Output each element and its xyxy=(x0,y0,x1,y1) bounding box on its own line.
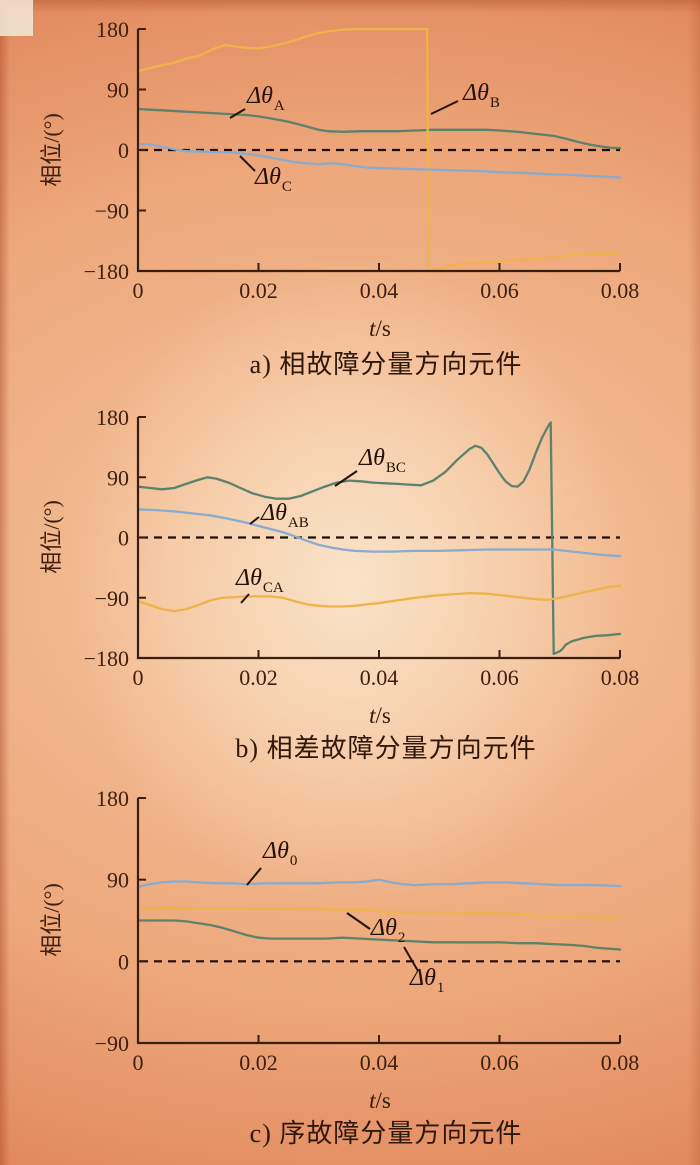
x-tick-label-a: 0.08 xyxy=(601,278,640,303)
y-tick-label-b: 180 xyxy=(96,405,129,430)
caption-b: b) 相差故障分量方向元件 xyxy=(235,734,537,763)
caption-c: c) 序故障分量方向元件 xyxy=(249,1119,523,1148)
x-tick-label-a: 0.02 xyxy=(239,278,278,303)
series-delta-theta-CA xyxy=(136,584,622,613)
x-tick-label-c: 0.08 xyxy=(601,1050,640,1075)
curve-label-delta-theta-C: ΔθC xyxy=(255,164,292,195)
curve-label-delta-theta-B: ΔθB xyxy=(463,80,500,111)
pointer-line-delta-theta-B xyxy=(430,100,459,115)
y-axis-label-a: 相位/(°) xyxy=(39,113,64,187)
caption-a: a) 相故障分量方向元件 xyxy=(249,350,523,379)
x-tick-label-a: 0 xyxy=(133,278,144,303)
y-tick-label-a: −90 xyxy=(95,199,129,224)
pointer-line-delta-theta-CA xyxy=(240,593,250,604)
series-delta-theta-0 xyxy=(136,878,622,889)
x-axis-label-c: t/s xyxy=(369,1088,391,1114)
y-tick-label-c: 0 xyxy=(118,949,129,974)
y-tick-label-a: 0 xyxy=(118,138,129,163)
series-delta-theta-C xyxy=(136,142,622,179)
pointer-line-delta-theta-C xyxy=(239,155,256,172)
curve-label-delta-theta-A: ΔθA xyxy=(247,83,285,114)
x-axis-variable: t xyxy=(369,316,376,341)
x-tick-label-c: 0.04 xyxy=(360,1050,399,1075)
series-delta-theta-BC xyxy=(136,421,622,656)
series-delta-theta-AB xyxy=(136,508,622,558)
x-axis-label-a: t/s xyxy=(369,316,391,342)
curve-label-delta-theta-CA: ΔθCA xyxy=(236,565,284,596)
curve-label-delta-theta-0: Δθ0 xyxy=(263,838,298,869)
x-axis-unit: /s xyxy=(375,316,391,341)
pointer-line-delta-theta-AB xyxy=(249,516,260,525)
x-tick-label-b: 0.02 xyxy=(239,665,278,690)
x-tick-label-c: 0 xyxy=(133,1050,144,1075)
x-axis-unit: /s xyxy=(375,703,391,728)
x-tick-label-c: 0.02 xyxy=(239,1050,278,1075)
x-tick-label-b: 0 xyxy=(133,665,144,690)
x-tick-label-a: 0.06 xyxy=(480,278,519,303)
series-delta-theta-A xyxy=(136,107,622,150)
x-tick-label-b: 0.06 xyxy=(480,665,519,690)
x-tick-label-b: 0.08 xyxy=(601,665,640,690)
y-tick-label-b: 0 xyxy=(118,526,129,551)
pointer-line-delta-theta-1 xyxy=(403,946,419,972)
x-axis-label-b: t/s xyxy=(369,703,391,729)
y-tick-label-c: 90 xyxy=(107,868,129,893)
curve-label-delta-theta-1: Δθ1 xyxy=(410,965,445,996)
y-tick-label-b: −90 xyxy=(95,586,129,611)
pointer-line-delta-theta-0 xyxy=(246,867,262,886)
series-delta-theta-1 xyxy=(136,919,622,951)
series-delta-theta-2 xyxy=(136,906,622,919)
x-axis-unit: /s xyxy=(375,1088,391,1113)
pointer-line-delta-theta-BC xyxy=(334,470,358,487)
curve-label-delta-theta-BC: ΔθBC xyxy=(359,445,406,476)
x-tick-label-a: 0.04 xyxy=(360,278,399,303)
y-tick-label-b: −180 xyxy=(84,646,129,671)
y-tick-label-a: 90 xyxy=(107,78,129,103)
x-tick-label-b: 0.04 xyxy=(360,665,399,690)
curve-label-delta-theta-AB: ΔθAB xyxy=(261,500,309,531)
photo-corner-artifact xyxy=(0,0,33,36)
y-tick-label-c: 180 xyxy=(96,786,129,811)
series-delta-theta-B xyxy=(136,27,622,272)
x-axis-variable: t xyxy=(369,1088,376,1113)
pointer-line-delta-theta-A xyxy=(229,108,246,119)
pointer-line-delta-theta-2 xyxy=(346,912,371,930)
y-tick-label-c: −90 xyxy=(95,1031,129,1056)
y-axis-label-b: 相位/(°) xyxy=(39,500,64,574)
y-axis-label-c: 相位/(°) xyxy=(39,883,64,957)
x-tick-label-c: 0.06 xyxy=(480,1050,519,1075)
y-tick-label-a: 180 xyxy=(96,17,129,42)
y-tick-label-b: 90 xyxy=(107,465,129,490)
y-tick-label-a: −180 xyxy=(84,259,129,284)
x-axis-variable: t xyxy=(369,703,376,728)
curve-label-delta-theta-2: Δθ2 xyxy=(371,915,406,946)
